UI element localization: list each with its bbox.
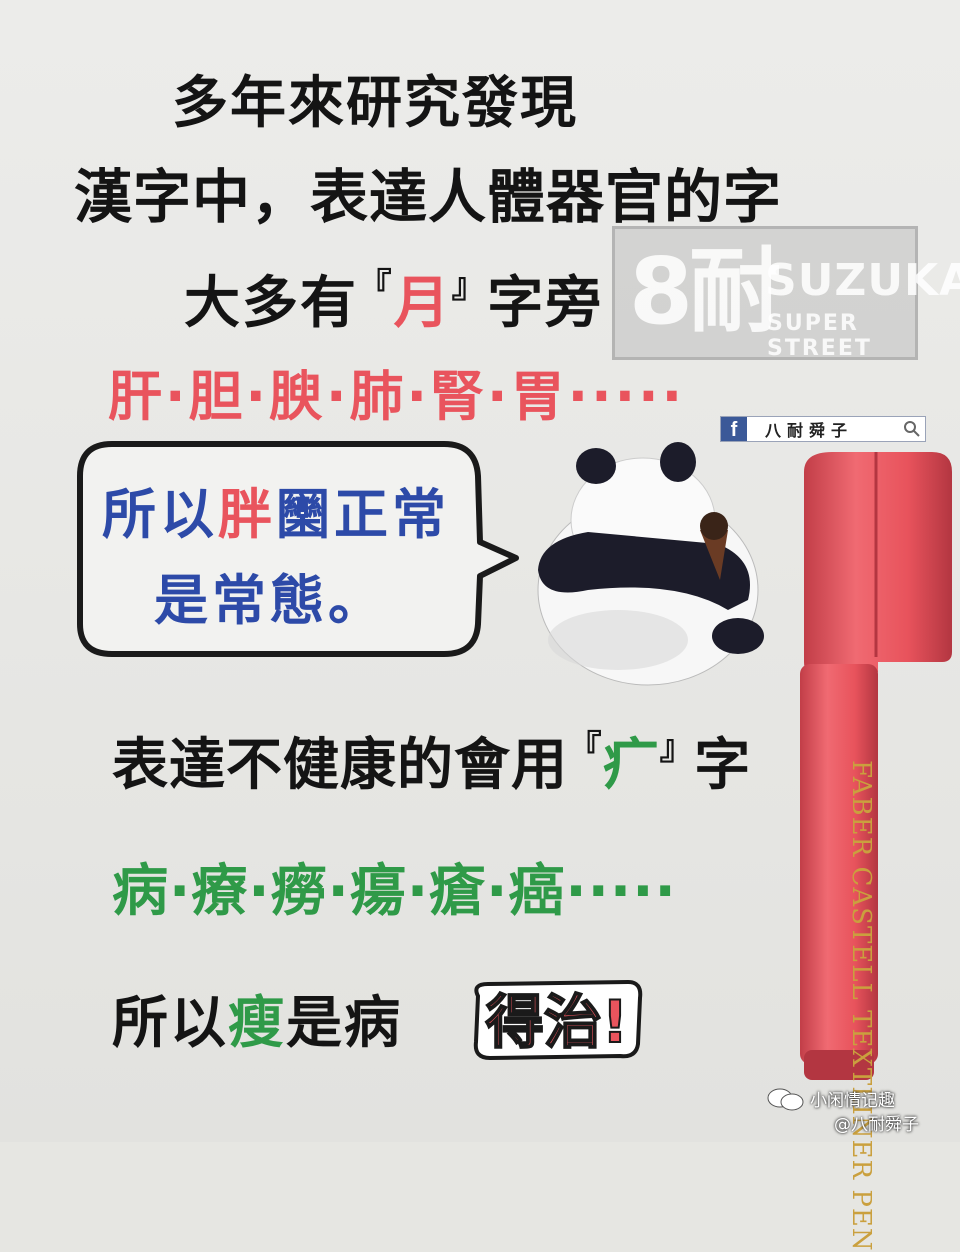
open-bracket: 『 — [358, 266, 394, 305]
fat-character: 胖 — [218, 483, 276, 546]
heading-line-2: 漢字中，表達人體器官的字 — [74, 163, 783, 231]
line-3-text: 大多有 — [184, 271, 358, 336]
facebook-icon: f — [721, 417, 747, 441]
wechat-footer: 小闲情记趣 @八耐舜子 — [760, 1078, 960, 1138]
thin-character: 瘦 — [228, 991, 286, 1056]
close-bracket-2: 』 — [659, 728, 695, 767]
search-icon — [904, 421, 920, 437]
heading-line-3: 大多有『月』字旁 — [184, 258, 603, 339]
weibo-handle: @八耐舜子 — [834, 1115, 919, 1135]
watermark-brand: SUZUKA — [765, 255, 960, 306]
line-5-text: 表達不健康的會用 — [112, 733, 568, 798]
line-7-text: 所以 — [112, 991, 228, 1056]
illness-characters: 病·療·癆·瘍·瘡·癌····· — [112, 859, 677, 924]
highlighter-pen — [800, 452, 952, 1080]
watermark-subtitle: SUPER STREET — [767, 311, 872, 361]
speech-bubble-outline — [77, 441, 519, 657]
cure-badge: 得治! — [473, 979, 643, 1061]
organ-characters: 肝·胆·腴·肺·腎·胃····· — [108, 365, 686, 428]
speech-bubble: 所以胖圞正常 是常態。 — [72, 438, 520, 660]
sickness-radical: 疒 — [602, 733, 660, 798]
facebook-search-bar[interactable]: f 八耐舜子 — [720, 416, 926, 442]
heading-line-1: 多年來研究發現 — [172, 71, 578, 136]
line-5-suffix: 字 — [694, 733, 752, 798]
bubble-line-1: 所以胖圞正常 — [102, 470, 450, 549]
suzuka-watermark: 8耐 SUZUKA SUPER STREET — [612, 226, 960, 361]
cure-badge-text: 得治! — [486, 988, 628, 1056]
wechat-account-name: 小闲情记趣 — [810, 1091, 895, 1111]
panda-illustration — [537, 442, 764, 686]
close-bracket: 』 — [451, 266, 488, 305]
line-3-suffix: 字旁 — [487, 271, 604, 336]
pen-brand-label: FABER CASTELL TEXTLINER PEN — [846, 760, 876, 1252]
bubble-line-2: 是常態。 — [154, 569, 386, 632]
line-7-suffix: 是病 — [286, 991, 402, 1056]
open-bracket-2: 『 — [568, 728, 603, 767]
bubble-line-1-suffix: 圞正常 — [276, 483, 450, 546]
wechat-icon — [767, 1088, 804, 1111]
facebook-page-name: 八耐舜子 — [765, 421, 854, 440]
watermark-number: 8耐 — [629, 238, 781, 345]
moon-radical: 月 — [393, 271, 452, 336]
heading-line-5: 表達不健康的會用『疒』字 — [112, 720, 751, 801]
heading-line-7: 所以瘦是病 — [112, 978, 402, 1059]
bubble-line-1-text: 所以 — [102, 483, 218, 546]
